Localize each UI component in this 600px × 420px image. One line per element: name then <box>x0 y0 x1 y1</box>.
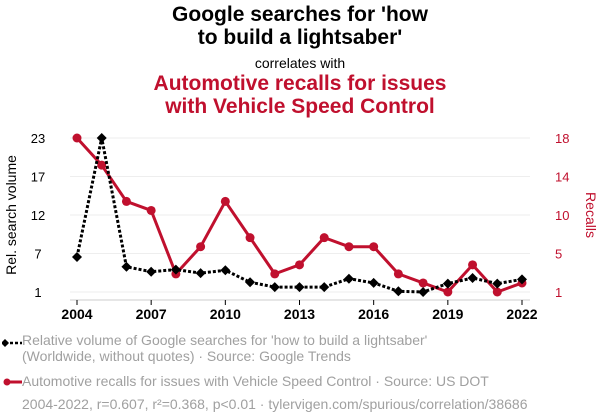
point-search-volume <box>245 277 256 288</box>
point-recalls <box>196 242 206 252</box>
point-recalls <box>443 287 453 297</box>
x-tick-label: 2004 <box>61 306 92 322</box>
point-recalls <box>121 196 131 206</box>
point-search-volume <box>96 133 107 143</box>
chart-title-series2: Automotive recalls for issues with Vehic… <box>0 72 600 118</box>
point-recalls <box>270 269 280 279</box>
point-recalls <box>245 233 255 243</box>
gridlines <box>70 137 530 293</box>
point-search-volume <box>517 274 527 285</box>
y-tick-label-left: 7 <box>34 247 41 262</box>
point-recalls <box>418 278 428 288</box>
point-search-volume <box>343 273 354 284</box>
point-search-volume <box>170 264 181 275</box>
point-recalls <box>72 133 82 143</box>
axes: 23 18 17 14 12 10 7 5 1 1 2004 2007 2010 2013 2016 2019… <box>31 131 570 322</box>
point-recalls <box>344 242 354 252</box>
y-tick-label-left: 12 <box>31 208 45 223</box>
series-recalls <box>72 133 527 297</box>
y-axis-label-left: Rel. search volume <box>3 155 19 275</box>
title-line-1: Google searches for 'how <box>172 3 428 26</box>
y-tick-label-right: 10 <box>555 208 569 223</box>
point-recalls <box>492 287 502 297</box>
correlates-with-label: correlates with <box>254 55 346 71</box>
footer-stats: 2004-2022, r=0.607, r²=0.368, p<0.01 · t… <box>22 396 528 412</box>
point-recalls <box>97 160 107 170</box>
legend-label-search-volume-line2: (Worldwide, without quotes) · Source: Go… <box>22 348 351 364</box>
series-search-volume <box>72 133 527 297</box>
point-search-volume <box>393 286 404 297</box>
x-tick-label: 2010 <box>210 306 241 322</box>
y-tick-label-right: 18 <box>555 131 569 146</box>
x-tick-label: 2022 <box>506 306 537 322</box>
y-tick-label-right: 5 <box>555 247 562 262</box>
x-tick-label: 2013 <box>284 306 315 322</box>
legend-swatch-recalls <box>3 378 22 386</box>
point-search-volume <box>269 282 280 293</box>
x-tick-label: 2007 <box>136 306 167 322</box>
point-recalls <box>220 196 230 206</box>
point-recalls <box>393 269 403 279</box>
point-search-volume <box>146 266 157 277</box>
title-line-3: Automotive recalls for issues <box>153 72 447 95</box>
point-search-volume <box>220 265 231 276</box>
y-tick-label-left: 1 <box>34 285 41 300</box>
legend-item-search-volume: Relative volume of Google searches for '… <box>22 332 427 364</box>
x-tick-label: 2019 <box>432 306 463 322</box>
point-recalls <box>295 260 304 270</box>
legend-swatch-search-volume <box>2 339 22 347</box>
point-search-volume <box>467 273 478 283</box>
legend-label-search-volume-line1: Relative volume of Google searches for '… <box>22 332 428 348</box>
y-tick-label-left: 17 <box>31 170 45 185</box>
point-search-volume <box>442 278 453 289</box>
y-tick-label-right: 1 <box>555 285 562 300</box>
chart-title-series1: Google searches for 'how to build a ligh… <box>0 3 600 49</box>
title-line-4: with Vehicle Speed Control <box>165 95 435 118</box>
title-line-2: to build a lightsaber' <box>197 26 403 49</box>
point-recalls <box>319 233 329 243</box>
point-search-volume <box>195 268 206 279</box>
point-search-volume <box>319 282 330 293</box>
point-search-volume <box>72 252 82 262</box>
point-search-volume <box>492 278 503 289</box>
point-search-volume <box>368 277 379 288</box>
point-recalls <box>468 260 478 270</box>
x-tick-label: 2016 <box>358 306 389 322</box>
y-tick-label-right: 14 <box>555 170 569 185</box>
point-recalls <box>146 205 156 215</box>
point-search-volume <box>121 261 132 272</box>
point-search-volume <box>294 282 305 293</box>
point-search-volume <box>418 287 429 297</box>
y-tick-label-left: 23 <box>31 131 45 146</box>
point-recalls <box>369 242 379 252</box>
y-axis-label-right: Recalls <box>583 192 599 238</box>
legend-item-recalls: Automotive recalls for issues with Vehic… <box>22 373 489 389</box>
